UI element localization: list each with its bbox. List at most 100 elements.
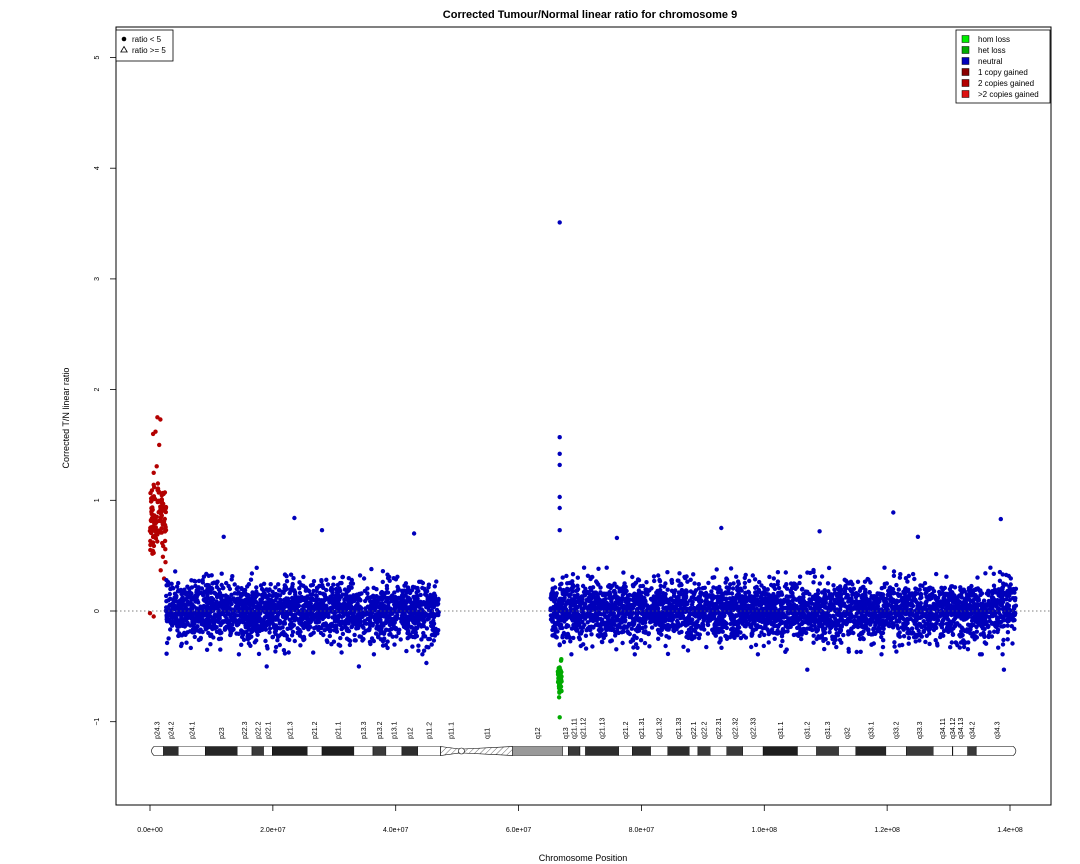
data-point-neutral (239, 642, 244, 647)
data-point-neutral (339, 580, 344, 586)
data-point-neutral (208, 642, 213, 647)
data-point-neutral (220, 620, 225, 625)
data-point-neutral (174, 584, 180, 589)
data-point-neutral (590, 644, 595, 649)
data-point-neutral (1000, 642, 1006, 647)
data-point-neutral (857, 636, 863, 642)
data-point-neutral (286, 650, 291, 655)
data-point-neutral (240, 632, 246, 638)
data-point-1-copy-gained (147, 611, 153, 616)
data-point-neutral (1010, 641, 1015, 646)
data-point-neutral (406, 595, 411, 601)
data-point-neutral (817, 581, 822, 586)
data-point-neutral (378, 624, 383, 629)
data-point-neutral (329, 585, 334, 591)
data-point-neutral (429, 642, 434, 647)
data-point-neutral (198, 590, 203, 595)
data-point-neutral (826, 565, 832, 571)
data-point-neutral (218, 647, 223, 652)
data-point-neutral (214, 629, 220, 634)
data-point-neutral (309, 632, 314, 637)
data-point-neutral (172, 603, 177, 608)
data-point-neutral (596, 566, 601, 571)
data-point-neutral (395, 613, 400, 618)
data-point-neutral (367, 627, 372, 633)
data-point-neutral (944, 574, 949, 579)
data-point-neutral (261, 617, 266, 623)
data-point-neutral (851, 630, 856, 636)
data-point-neutral (750, 573, 755, 578)
data-point-neutral (201, 574, 207, 579)
data-point-neutral (344, 592, 349, 597)
data-point-neutral (879, 586, 884, 591)
data-point-neutral (331, 639, 337, 644)
data-point-neutral (712, 575, 717, 580)
data-point-neutral (753, 642, 759, 648)
data-point-neutral (780, 601, 785, 606)
data-point-neutral (385, 639, 390, 644)
data-point-neutral (839, 640, 844, 645)
data-point-neutral (238, 609, 243, 614)
data-point-neutral (293, 592, 298, 597)
data-point-neutral (209, 585, 214, 591)
data-point-neutral (216, 587, 222, 592)
data-point-neutral (301, 625, 306, 631)
data-point-neutral (185, 584, 190, 589)
data-point-neutral (705, 631, 711, 636)
data-point-neutral (749, 644, 754, 650)
data-point-neutral (358, 598, 363, 603)
data-point-neutral (248, 643, 253, 648)
data-point-neutral (640, 583, 646, 589)
data-point-neutral (282, 613, 287, 618)
data-point-neutral (311, 650, 316, 655)
data-point-neutral (298, 643, 303, 648)
data-point-neutral (315, 585, 320, 591)
data-point-neutral (258, 597, 263, 602)
data-point-neutral (264, 607, 270, 612)
data-point-neutral (601, 635, 606, 641)
data-point-neutral (226, 623, 231, 628)
data-point-neutral (335, 616, 341, 621)
data-point-neutral (232, 582, 237, 587)
data-point-neutral (288, 572, 294, 577)
data-point-neutral (432, 630, 438, 635)
data-point-neutral (696, 582, 701, 587)
data-point-neutral (215, 579, 220, 584)
data-point-neutral (368, 623, 373, 628)
data-point-neutral (1011, 611, 1016, 616)
data-point-neutral (188, 645, 193, 651)
data-point-neutral (318, 630, 324, 636)
data-point-neutral (330, 601, 336, 606)
data-point-neutral (894, 619, 899, 624)
data-point-neutral (577, 637, 582, 642)
data-point-neutral (923, 639, 928, 645)
data-point-neutral (204, 610, 209, 615)
data-point-neutral (410, 644, 415, 649)
data-point-neutral (243, 604, 249, 609)
data-point-1-copy-gained (158, 417, 163, 422)
data-point-neutral (200, 609, 205, 615)
data-point-neutral (393, 600, 399, 605)
data-point-neutral (749, 633, 754, 638)
data-point-neutral (419, 602, 424, 607)
data-point-neutral (189, 591, 194, 596)
data-point-neutral (279, 602, 285, 607)
data-point-neutral (295, 626, 300, 631)
data-point-neutral (688, 577, 693, 582)
data-point-neutral (284, 574, 289, 579)
data-point-neutral (320, 600, 325, 605)
data-point-neutral (425, 617, 430, 622)
data-point-neutral (355, 602, 360, 607)
data-point-neutral (894, 582, 899, 588)
data-point-neutral (706, 580, 711, 586)
data-point-neutral (906, 635, 912, 641)
data-point-neutral (631, 645, 636, 650)
data-point-neutral (361, 630, 366, 636)
data-point-neutral (435, 611, 440, 616)
data-point-neutral (734, 574, 739, 579)
data-point-neutral (945, 617, 951, 622)
data-point-neutral (384, 616, 389, 621)
data-point-neutral (346, 599, 351, 604)
data-point-neutral (393, 627, 399, 632)
data-point-neutral (272, 602, 277, 607)
